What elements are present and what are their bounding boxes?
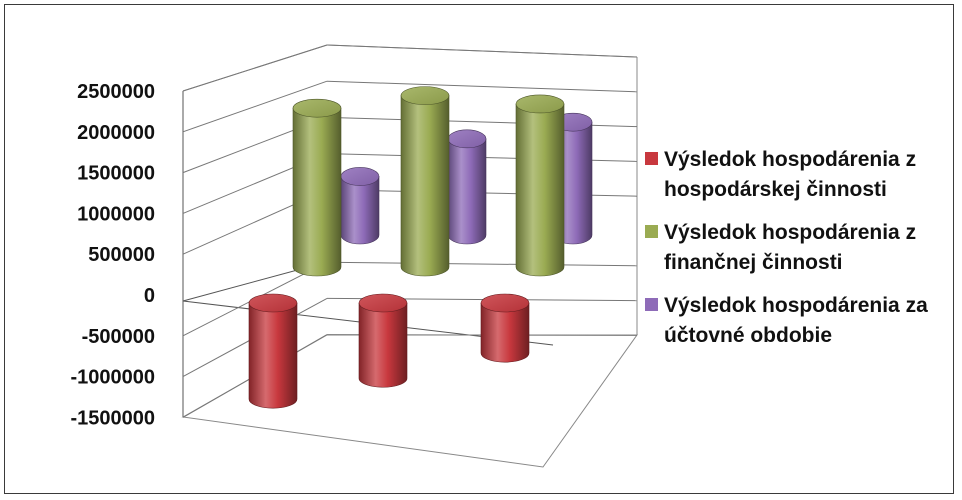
legend-swatch-purple: [645, 298, 658, 311]
y-tick-label: 2500000: [77, 81, 155, 103]
bar-hospodarska-1: [248, 293, 298, 409]
bar-financna-1: [292, 98, 342, 277]
bar-hospodarska-3: [480, 293, 530, 363]
y-tick-label: -1500000: [70, 407, 155, 429]
legend-swatch-red: [645, 152, 658, 165]
legend-item-hospodarska: Výsledok hospodárenia z hospodárskej čin…: [645, 145, 960, 205]
bar-obdobie-1: [340, 167, 380, 245]
chart-legend: Výsledok hospodárenia z hospodárskej čin…: [645, 145, 960, 364]
y-tick-label: -500000: [82, 326, 155, 348]
y-tick-label: 1000000: [77, 203, 155, 225]
gridline: [182, 44, 328, 92]
y-tick-label: -1000000: [70, 367, 155, 389]
y-tick-label: 1500000: [77, 163, 155, 185]
legend-label-hospodarska: Výsledok hospodárenia z hospodárskej čin…: [664, 148, 917, 201]
legend-swatch-green: [645, 225, 658, 238]
gridline: [182, 80, 328, 133]
legend-item-obdobie: Výsledok hospodárenia za účtovné obdobie: [645, 291, 960, 351]
gridline: [326, 44, 638, 58]
bar-financna-2: [400, 86, 450, 277]
gridline: [326, 80, 638, 93]
y-tick-label: 2000000: [77, 122, 155, 144]
legend-label-obdobie: Výsledok hospodárenia za účtovné obdobie: [664, 294, 928, 347]
legend-label-financna: Výsledok hospodárenia z finančnej činnos…: [664, 221, 917, 274]
bar-hospodarska-2: [358, 293, 408, 388]
gridline: [326, 261, 638, 267]
y-tick-label: 500000: [88, 244, 155, 266]
bar-obdobie-2: [447, 129, 487, 245]
legend-item-financna: Výsledok hospodárenia z finančnej činnos…: [645, 218, 960, 278]
bar-financna-3: [515, 94, 565, 277]
chart-frame: 2500000 2000000 1500000 1000000 500000 0 -5000…: [4, 4, 954, 494]
chart-plot: 2500000 2000000 1500000 1000000 500000 0 -5000…: [70, 44, 638, 468]
y-tick-label: 0: [144, 285, 155, 307]
